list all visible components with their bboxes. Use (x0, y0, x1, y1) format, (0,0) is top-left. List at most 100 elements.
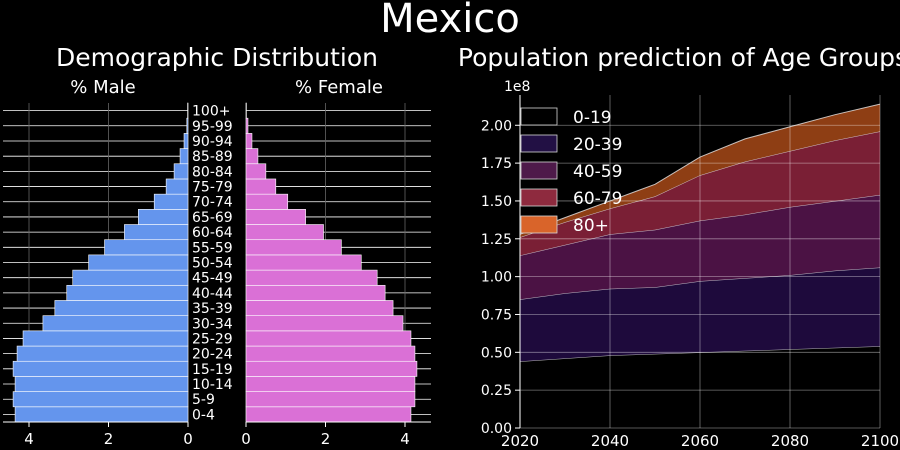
age-group-label: 10-14 (192, 377, 233, 393)
male-bar (179, 148, 189, 165)
male-axis-label: % Male (70, 77, 135, 98)
male-tick-label: 0 (183, 430, 193, 448)
age-group-area-chart: Population prediction of Age Groups 1e8 0.… (458, 43, 900, 450)
age-group-label: 65-69 (192, 210, 233, 226)
age-group-label: 60-64 (192, 225, 233, 241)
male-bar (124, 224, 189, 241)
male-bar (104, 239, 189, 256)
age-group-label: 15-19 (192, 362, 233, 378)
figure-title: Mexico (380, 0, 520, 42)
female-bar (245, 163, 267, 180)
age-group-label: 5-9 (192, 392, 215, 408)
male-bar (42, 315, 189, 332)
area-0-19-fill (520, 346, 880, 428)
female-bar (245, 345, 416, 362)
male-tick-label: 4 (24, 430, 34, 448)
x-tick-label: 2100 (861, 432, 899, 450)
female-axis-label: % Female (295, 77, 383, 98)
legend-swatch (520, 134, 558, 153)
age-group-label: 85-89 (192, 149, 233, 165)
age-group-label: 80-84 (192, 164, 233, 180)
age-group-label: 20-24 (192, 347, 233, 363)
female-bar (245, 360, 418, 377)
age-group-label: 75-79 (192, 180, 233, 196)
legend-label: 0-19 (573, 108, 612, 128)
female-bar (245, 148, 259, 165)
male-bar (14, 376, 189, 392)
y-tick-label: 1.50 (481, 194, 512, 210)
y-tick-label: 1.75 (481, 156, 512, 172)
legend-swatch (520, 161, 558, 180)
female-bar (245, 391, 416, 408)
pyramid-title: Demographic Distribution (56, 43, 378, 72)
male-bar (186, 117, 189, 134)
population-pyramid: Demographic Distribution % Male % Female 0-… (3, 43, 431, 448)
age-group-label: 50-54 (192, 256, 233, 272)
age-group-label: 40-44 (192, 286, 233, 302)
area-20-39-fill (520, 267, 880, 362)
legend-label: 60-79 (573, 189, 622, 209)
legend-swatch (520, 188, 558, 207)
age-group-label: 0-4 (192, 407, 215, 423)
female-tick-label: 2 (321, 430, 331, 448)
y-tick-label: 0.50 (481, 345, 512, 361)
legend-label: 80+ (573, 216, 609, 236)
female-bar (245, 133, 253, 149)
male-tick-label: 2 (104, 430, 114, 448)
area-80+-fill (520, 104, 880, 238)
legend-label: 40-59 (573, 162, 622, 182)
female-bar (245, 300, 394, 316)
female-tick-label: 4 (400, 430, 410, 448)
female-bar (245, 376, 416, 392)
y-offset-label: 1e8 (504, 79, 530, 95)
female-bar (245, 239, 342, 256)
female-tick-label: 0 (241, 430, 251, 448)
age-group-label: 25-29 (192, 331, 233, 347)
male-bar (22, 330, 189, 347)
male-bar (12, 391, 189, 408)
female-bar (245, 193, 289, 210)
male-bar (183, 133, 189, 149)
female-bar (245, 254, 362, 271)
y-tick-label: 0.75 (481, 307, 512, 323)
y-tick-label: 2.00 (481, 118, 512, 134)
male-bar (72, 269, 189, 286)
x-tick-label: 2040 (591, 432, 629, 450)
age-group-label: 70-74 (192, 195, 233, 211)
male-bar (66, 284, 189, 301)
area-60-79-fill (520, 131, 880, 256)
female-bar (245, 406, 412, 423)
legend-swatch (520, 215, 558, 234)
area-80+-line (519, 103, 881, 235)
female-bar (245, 330, 412, 347)
male-bar (173, 163, 189, 180)
female-bar (245, 178, 277, 195)
legend-swatch (520, 107, 558, 126)
y-tick-label: 0.25 (481, 383, 512, 399)
x-tick-label: 2060 (681, 432, 719, 450)
age-group-label: 30-34 (192, 316, 233, 332)
x-tick-label: 2080 (771, 432, 809, 450)
y-tick-label: 1.00 (481, 270, 512, 286)
age-group-label: 100+ (192, 104, 230, 120)
age-group-label: 90-94 (192, 134, 233, 150)
female-bar (245, 284, 386, 301)
y-tick-label: 1.25 (481, 232, 512, 248)
age-group-label: 95-99 (192, 119, 233, 135)
female-bar (245, 209, 306, 225)
male-bar (14, 406, 189, 423)
male-bar (12, 360, 189, 377)
x-tick-label: 2020 (501, 432, 539, 450)
male-bar (165, 178, 189, 195)
age-group-label: 35-39 (192, 301, 233, 317)
female-bar (245, 269, 378, 286)
legend-label: 20-39 (573, 135, 622, 155)
male-bar (54, 300, 189, 316)
male-bar (88, 254, 189, 271)
area-40-59-fill (520, 194, 880, 300)
female-bar (245, 117, 249, 134)
area-chart-title: Population prediction of Age Groups (458, 43, 900, 72)
age-group-label: 55-59 (192, 240, 233, 256)
